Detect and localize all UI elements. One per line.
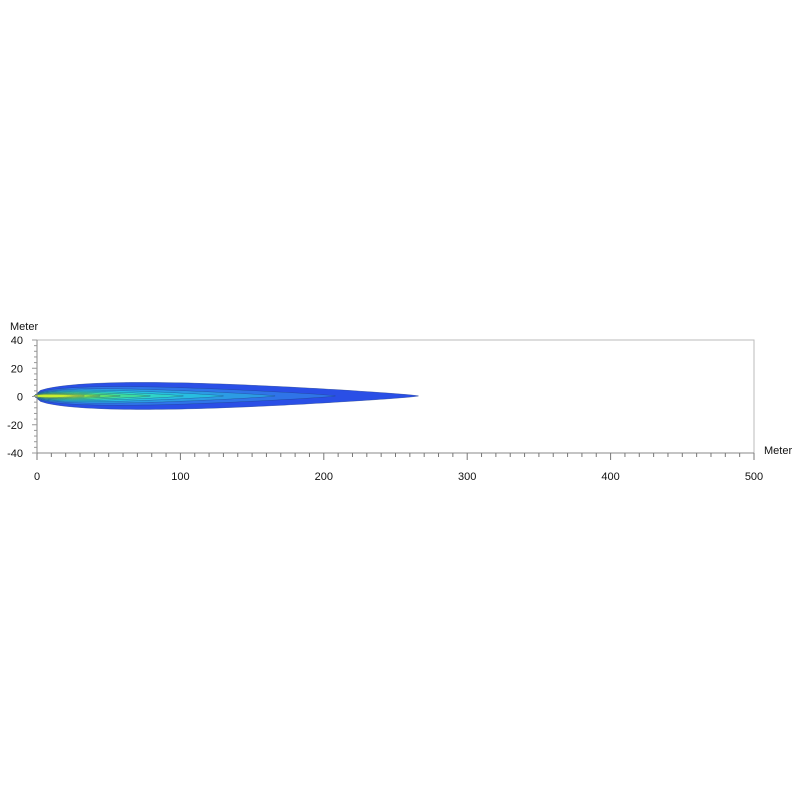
contour-level-9 [33,394,85,398]
y-tick-label: 20 [11,363,23,375]
y-tick-label: -20 [7,420,23,432]
y-tick-label: -40 [7,448,23,460]
x-tick-label: 200 [315,471,333,483]
x-tick-label: 400 [601,471,619,483]
y-tick-label: 40 [11,335,23,347]
x-tick-label: 0 [34,471,40,483]
x-tick-label: 100 [171,471,189,483]
x-tick-label: 300 [458,471,476,483]
x-tick-label: 500 [745,471,763,483]
y-tick-label: 0 [17,392,23,404]
y-axis-label: Meter [10,321,38,333]
x-axis-label: Meter [764,445,792,457]
contour-layer [33,382,419,410]
